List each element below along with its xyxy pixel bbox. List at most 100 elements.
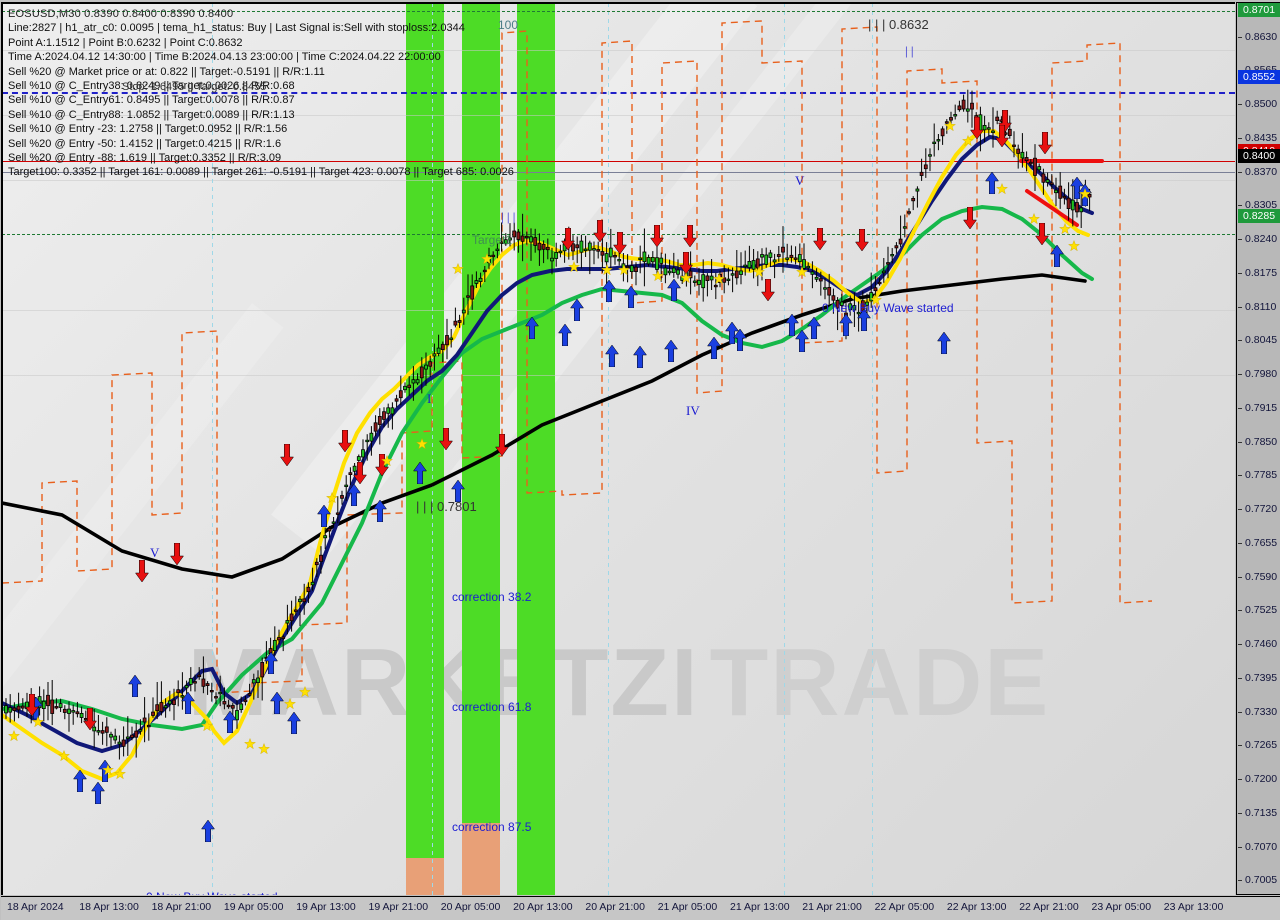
annotation-correction-618: correction 61.8 [452, 700, 532, 714]
level-line-price [2, 172, 1235, 173]
header-line: Point A:1.1512 | Point B:0.6232 | Point … [8, 36, 243, 49]
star-marker-icon [58, 749, 70, 762]
star-marker-icon [1059, 222, 1071, 235]
price-tag-lower-target[interactable]: 0.8285 [1238, 208, 1280, 223]
gridline-h [2, 375, 1235, 376]
buy-arrow-icon [373, 499, 387, 523]
star-marker-icon [381, 454, 393, 467]
star-marker-icon [796, 265, 808, 278]
level-line-target-upper [2, 11, 1235, 12]
star-marker-icon [481, 252, 493, 265]
time-tick: 23 Apr 05:00 [1091, 901, 1152, 913]
buy-arrow-icon [91, 781, 105, 805]
session-band-green [406, 3, 444, 895]
buy-arrow-icon [558, 323, 572, 347]
annotation-correction-875: correction 87.5 [452, 820, 532, 834]
wave-marker-III: | | | [501, 209, 516, 224]
sell-arrow-icon [593, 219, 607, 243]
header-line: Line:2827 | h1_atr_c0: 0.0095 | tema_h1_… [8, 22, 465, 35]
star-marker-icon [1068, 239, 1080, 252]
buy-arrow-icon [181, 691, 195, 715]
sell-arrow-icon [353, 461, 367, 485]
period-separator [212, 3, 213, 895]
star-marker-icon [568, 260, 580, 273]
buy-arrow-icon [287, 711, 301, 735]
buy-arrow-icon [937, 331, 951, 355]
sell-arrow-icon [439, 427, 453, 451]
price-tag-upper-target[interactable]: 0.8701 [1238, 3, 1280, 17]
time-scale[interactable]: 18 Apr 2024 18 Apr 13:00 18 Apr 21:00 19 Ap… [1, 896, 1280, 920]
header-line: Sell %20 @ Entry -50: 1.4152 || Target:0… [8, 137, 282, 150]
annotation-wave-high: | | | 0.8632 [868, 17, 929, 32]
buy-arrow-icon [317, 504, 331, 528]
price-tag-current-price[interactable]: 0.8400 [1238, 149, 1280, 164]
watermark-right: TRADE [709, 629, 1051, 736]
ma-fast-yellow [2, 129, 1090, 782]
star-marker-icon [244, 737, 256, 750]
header-line: Sell %20 @ Market price or at: 0.822 || … [8, 65, 325, 78]
chart-info-header: EOSUSD,M30 0.8390 0.8400 0.8390 0.8400 L… [8, 7, 708, 180]
time-tick: 18 Apr 13:00 [79, 901, 139, 913]
star-marker-icon [416, 437, 428, 450]
period-separator [432, 3, 433, 895]
period-separator [608, 3, 609, 895]
gridline-h [2, 115, 1235, 116]
sell-arrow-icon [855, 228, 869, 252]
star-marker-icon [1079, 187, 1091, 200]
header-line: Sell %10 @ C_Entry61: 0.8495 || Target:0… [8, 94, 295, 107]
star-marker-icon [680, 271, 692, 284]
header-line: Sell %20 @ Entry -88: 1.619 || Target:0.… [8, 152, 282, 165]
star-marker-icon [962, 134, 974, 147]
sell-arrow-icon [280, 443, 294, 467]
header-overlay-line: Stop: 1.6495 || Target: 0.8455 [122, 81, 267, 93]
buy-arrow-icon [839, 313, 853, 337]
buy-arrow-icon [725, 321, 739, 345]
buy-arrow-icon [451, 479, 465, 503]
sell-arrow-icon [338, 429, 352, 453]
time-tick: 22 Apr 13:00 [946, 901, 1007, 913]
star-marker-icon [326, 491, 338, 504]
sell-arrow-icon [683, 224, 697, 248]
price-tag-blue-level[interactable]: 0.8552 [1238, 70, 1280, 85]
sell-arrow-icon [375, 453, 389, 477]
ma-slow-green [2, 204, 1094, 732]
buy-arrow-icon [807, 316, 821, 340]
time-tick: 23 Apr 13:00 [1163, 901, 1224, 913]
time-tick: 19 Apr 21:00 [368, 901, 429, 913]
annotation-new-buy-wave-lower: 0 New Buy Wave started [146, 890, 278, 895]
chart-plot-area[interactable]: MARKETZITRADE [1, 2, 1235, 895]
buy-arrow-icon [785, 313, 799, 337]
buy-arrow-icon [602, 279, 616, 303]
annotation-target1: Target1 [472, 233, 513, 247]
buy-arrow-icon [707, 336, 721, 360]
header-line: Sell %10 @ Entry -23: 1.2758 || Target:0… [8, 123, 288, 136]
buy-arrow-icon [264, 651, 278, 675]
time-tick: 18 Apr 21:00 [151, 901, 212, 913]
star-marker-icon [8, 729, 20, 742]
star-marker-icon [201, 719, 213, 732]
buy-arrow-icon [624, 285, 638, 309]
star-marker-icon [753, 265, 765, 278]
sell-arrow-icon [613, 231, 627, 255]
star-marker-icon [284, 697, 296, 710]
buy-arrow-icon [270, 691, 284, 715]
session-band-green [517, 3, 555, 895]
header-line: Time A:2024.04.12 14:30:00 | Time B:2024… [8, 51, 441, 64]
star-marker-icon [258, 742, 270, 755]
sell-arrow-icon [679, 251, 693, 275]
price-scale[interactable]: 0.86300.85650.85000.84350.83700.83050.82… [1236, 2, 1280, 895]
sell-arrow-icon [761, 278, 775, 302]
buy-arrow-icon [605, 344, 619, 368]
header-line: Target100: 0.3352 || Target 161: 0.0089 … [8, 166, 514, 179]
star-marker-icon [452, 262, 464, 275]
sell-arrow-icon [1038, 131, 1052, 155]
sell-arrow-icon [1035, 222, 1049, 246]
sell-arrow-icon [495, 433, 509, 457]
sell-arrow-icon [561, 227, 575, 251]
buy-arrow-icon [525, 316, 539, 340]
gridline-h [2, 180, 1235, 181]
sell-arrow-icon [995, 124, 1009, 148]
sell-arrow-icon [970, 116, 984, 140]
sell-arrow-icon [25, 693, 39, 717]
